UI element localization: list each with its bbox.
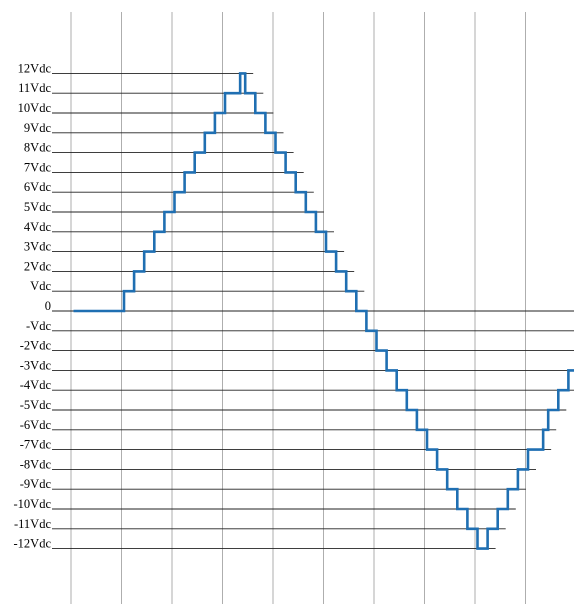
y-tick-label: 7Vdc	[24, 160, 52, 174]
y-tick-labels: 12Vdc 11Vdc 10Vdc 9Vdc 8Vdc 7Vdc 6Vdc 5Vdc 4Vdc 3…	[14, 61, 52, 550]
y-tick-label: -5Vdc	[20, 398, 52, 412]
y-tick-label: -11Vdc	[14, 517, 51, 531]
y-tick-label: -8Vdc	[20, 457, 52, 471]
y-tick-label: -3Vdc	[20, 358, 52, 372]
y-tick-label: 10Vdc	[18, 101, 52, 115]
y-tick-label: 11Vdc	[18, 81, 51, 95]
y-tick-label: Vdc	[30, 279, 51, 293]
y-tick-label: 5Vdc	[24, 200, 52, 214]
level-lines	[52, 72, 574, 550]
waveform-series-line	[73, 72, 574, 550]
y-tick-label: 6Vdc	[24, 180, 52, 194]
y-tick-label: 0	[45, 299, 51, 313]
y-tick-label: -12Vdc	[14, 537, 52, 551]
y-tick-label: -4Vdc	[20, 378, 52, 392]
waveform	[73, 72, 574, 550]
y-tick-label: -2Vdc	[20, 339, 52, 353]
y-tick-label: -10Vdc	[14, 497, 52, 511]
y-tick-label: 12Vdc	[18, 61, 52, 75]
y-tick-label: -6Vdc	[20, 418, 52, 432]
y-tick-label: -7Vdc	[20, 438, 52, 452]
y-tick-label: 4Vdc	[24, 220, 52, 234]
y-tick-label: 3Vdc	[24, 240, 52, 254]
y-tick-label: 2Vdc	[24, 259, 52, 273]
y-tick-label: 8Vdc	[24, 141, 52, 155]
vertical-grid	[70, 12, 526, 604]
y-tick-label: -9Vdc	[20, 477, 52, 491]
y-tick-label: 9Vdc	[24, 121, 52, 135]
y-tick-label: -Vdc	[26, 319, 51, 333]
